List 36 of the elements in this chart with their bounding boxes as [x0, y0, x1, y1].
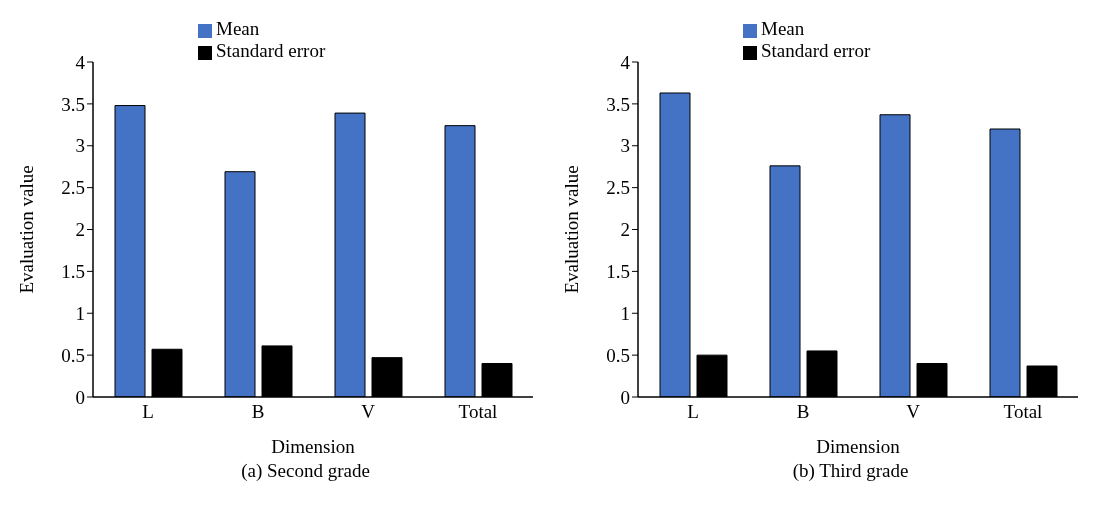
- y-tick-label: 1: [75, 302, 85, 324]
- y-tick-label: 4: [620, 51, 631, 73]
- x-tick-label: B: [796, 401, 810, 423]
- y-axis-title: Evaluation value: [560, 165, 582, 294]
- y-tick-label: 3.5: [606, 93, 630, 115]
- y-tick-label: 3: [75, 135, 85, 157]
- y-tick-label: 0.5: [61, 344, 85, 366]
- text: (b) Third grade: [791, 460, 910, 482]
- y-tick-label: 0: [620, 386, 630, 408]
- x-tick-label: L: [687, 401, 699, 423]
- x-axis-title: Dimension: [816, 436, 901, 457]
- y-tick-label: 2: [75, 219, 85, 241]
- y-tick-label: 3.5: [61, 93, 85, 115]
- y-tick-label: 1.5: [61, 261, 85, 283]
- x-tick-label: L: [142, 401, 154, 423]
- legend-label: Mean: [216, 18, 260, 39]
- y-axis-title: Evaluation value: [15, 165, 37, 294]
- y-tick-label: 0: [75, 386, 85, 408]
- y-tick-label: 2.5: [61, 177, 85, 199]
- x-tick-label: Total: [458, 401, 498, 423]
- y-tick-label: 0.5: [606, 344, 630, 366]
- y-tick-label: 4: [75, 51, 86, 73]
- text: (a) Second grade: [240, 460, 371, 482]
- y-tick-label: 1: [620, 302, 630, 324]
- x-tick-label: V: [361, 401, 376, 423]
- y-tick-label: 2.5: [606, 177, 630, 199]
- y-tick-label: 3: [620, 135, 630, 157]
- legend-label: Mean: [761, 18, 805, 39]
- x-tick-label: V: [906, 401, 921, 423]
- y-tick-label: 2: [620, 219, 630, 241]
- legend-label: Standard error: [216, 40, 326, 61]
- x-axis-title: Dimension: [271, 436, 356, 457]
- x-tick-label: B: [251, 401, 265, 423]
- y-tick-label: 1.5: [606, 261, 630, 283]
- x-tick-label: Total: [1003, 401, 1043, 423]
- legend-label: Standard error: [761, 40, 871, 61]
